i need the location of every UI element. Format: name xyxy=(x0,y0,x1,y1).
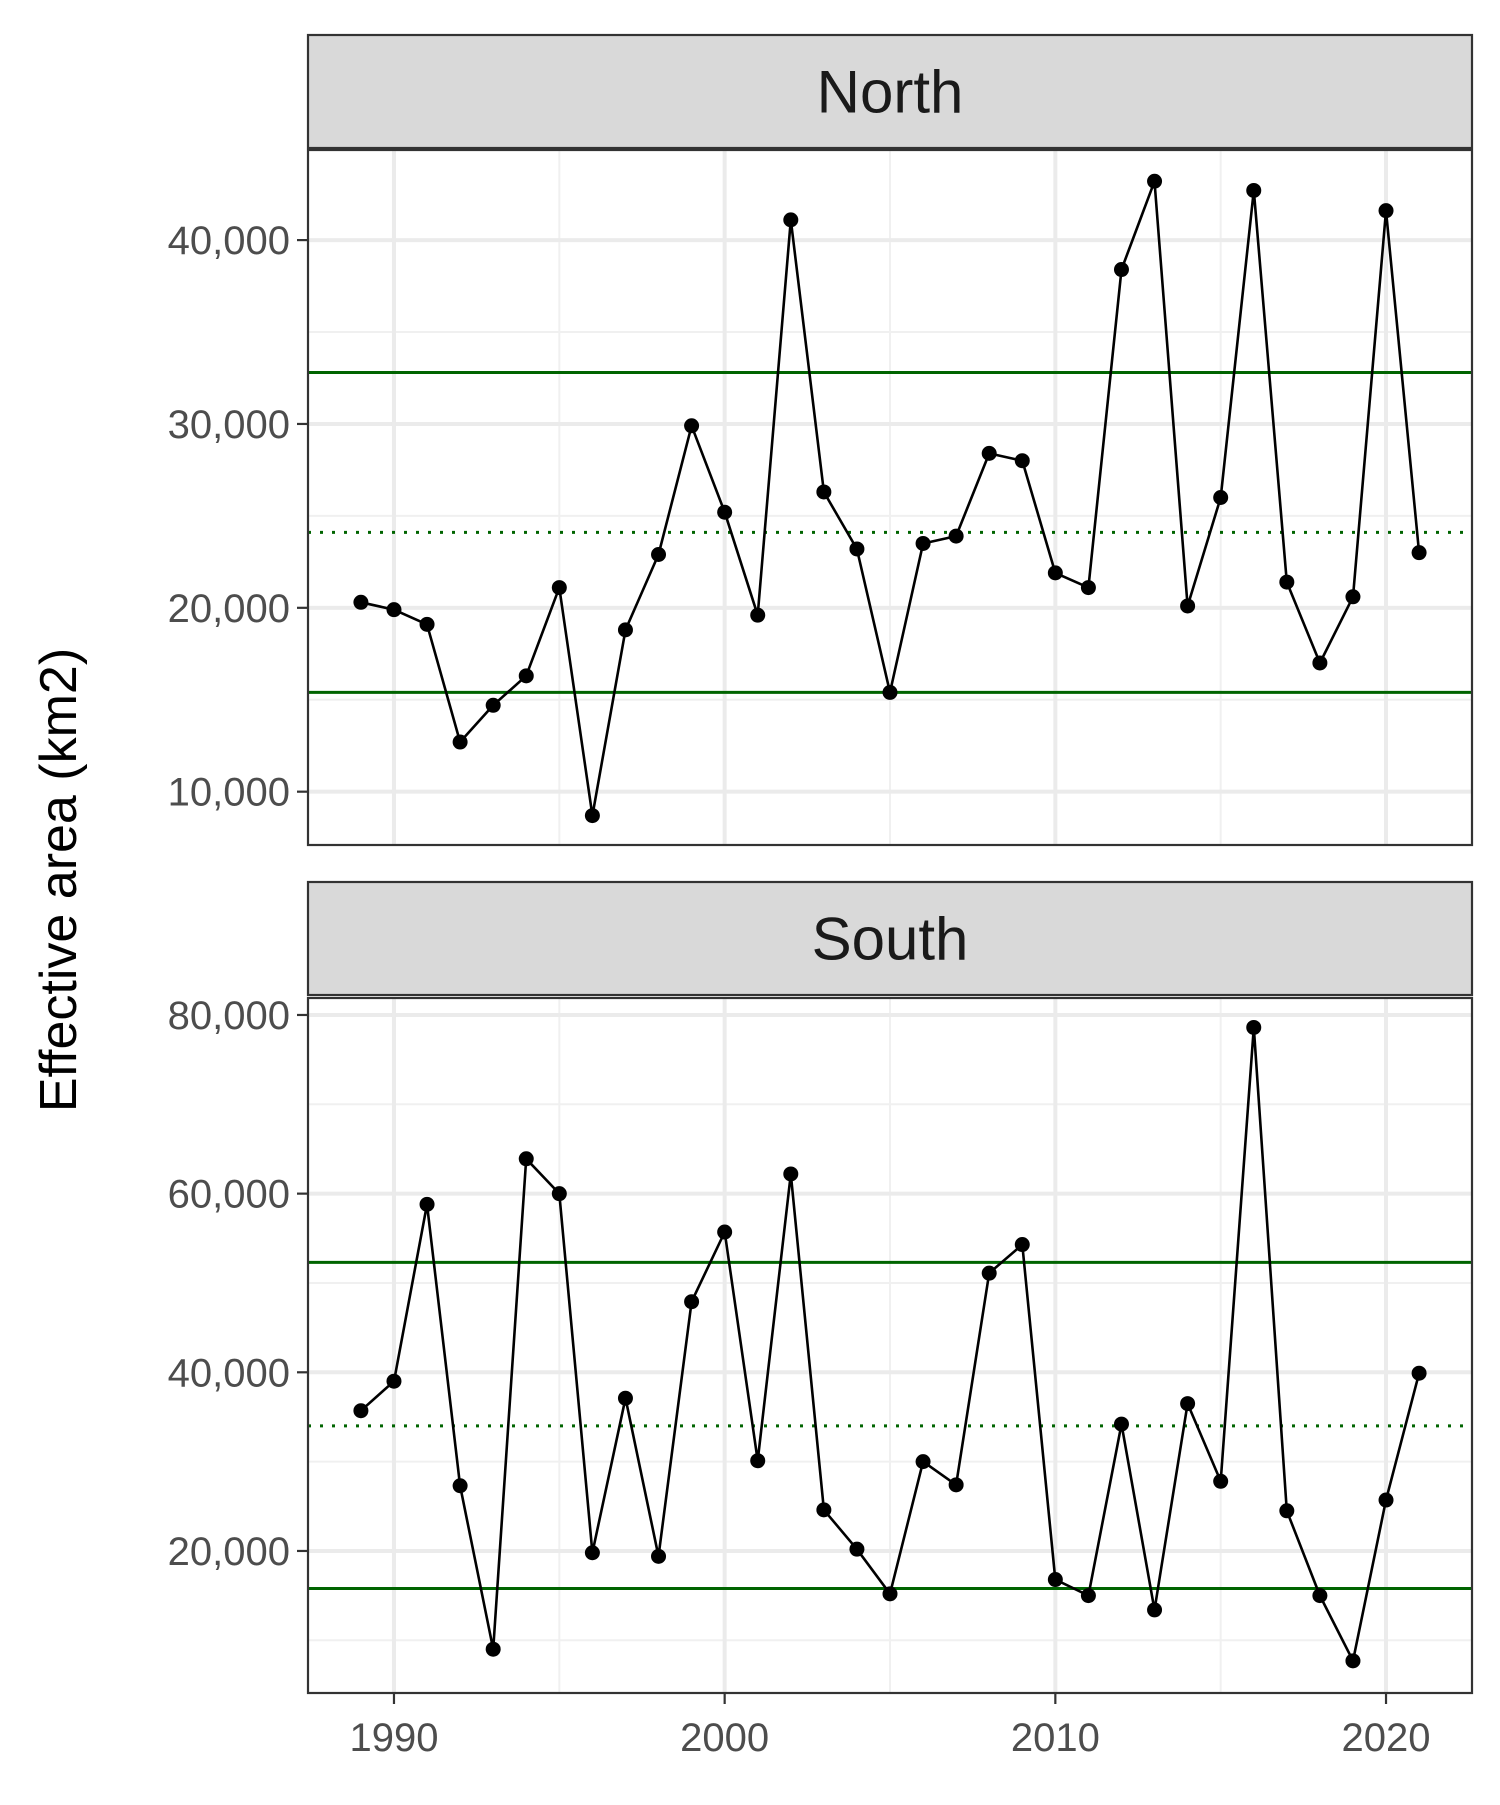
south-data-point xyxy=(651,1548,667,1564)
south-data-point xyxy=(1113,1416,1129,1432)
north-data-point xyxy=(386,602,402,618)
south-y-tick-label: 80,000 xyxy=(168,994,290,1038)
north-data-point xyxy=(1213,490,1229,505)
south-data-point xyxy=(1312,1588,1328,1604)
south-data-point xyxy=(1411,1365,1427,1381)
north-strip xyxy=(306,33,1474,150)
north-data-point xyxy=(1312,655,1328,671)
north-strip-label: North xyxy=(817,59,964,126)
south-data-point xyxy=(1180,1396,1196,1412)
south-data-point xyxy=(1213,1473,1229,1489)
north-data-point xyxy=(948,528,964,544)
north-data-point xyxy=(783,212,799,228)
south-data-point xyxy=(882,1586,898,1602)
north-y-tick-label: 40,000 xyxy=(168,219,290,263)
south-data-point xyxy=(485,1641,501,1657)
south-y-tick-label: 20,000 xyxy=(168,1530,290,1574)
north-data-point xyxy=(452,734,468,750)
north-data-point xyxy=(1378,203,1394,219)
south-data-point xyxy=(1147,1602,1163,1618)
north-data-point xyxy=(1180,598,1196,614)
north-data-point xyxy=(1113,262,1129,278)
north-data-point xyxy=(353,594,369,610)
north-y-tick-label: 10,000 xyxy=(168,771,290,815)
south-data-point xyxy=(1279,1503,1295,1519)
south-data-point xyxy=(617,1390,633,1406)
north-data-point xyxy=(1411,545,1427,561)
y-axis-title: Effective area (km2) xyxy=(30,648,88,1112)
south-data-point xyxy=(849,1541,865,1557)
x-tick-label: 2020 xyxy=(1342,1716,1431,1760)
north-data-point xyxy=(651,546,667,562)
south-data-point xyxy=(915,1454,931,1470)
north-y-tick-label: 30,000 xyxy=(168,403,290,447)
south-data-point xyxy=(981,1265,997,1281)
south-data-point xyxy=(1246,1019,1262,1035)
x-tick-label: 2010 xyxy=(1011,1716,1100,1760)
south-data-point xyxy=(1345,1653,1361,1669)
north-data-point xyxy=(750,607,766,623)
north-data-point xyxy=(816,484,832,500)
south-data-point xyxy=(518,1151,534,1167)
north-data-point xyxy=(849,541,865,557)
north-data-point xyxy=(1047,565,1063,581)
north-data-point xyxy=(1147,173,1163,189)
x-tick-label: 1990 xyxy=(349,1716,438,1760)
north-data-point xyxy=(1246,182,1262,198)
north-data-point xyxy=(485,697,501,713)
south-data-point xyxy=(452,1478,468,1494)
south-data-point xyxy=(419,1196,435,1212)
north-data-point xyxy=(684,418,700,434)
south-data-point xyxy=(353,1403,369,1419)
south-data-point xyxy=(717,1224,733,1240)
north-data-point xyxy=(717,504,733,520)
north-data-point xyxy=(419,616,435,632)
north-data-point xyxy=(1345,589,1361,605)
south-data-point xyxy=(1080,1588,1096,1604)
south-data-point xyxy=(783,1166,799,1182)
south-data-point xyxy=(750,1453,766,1469)
south-strip xyxy=(306,880,1474,997)
south-data-point xyxy=(1378,1492,1394,1508)
south-strip-label: South xyxy=(812,906,969,973)
north-data-point xyxy=(1080,580,1096,596)
north-data-point xyxy=(584,808,600,824)
south-panel-border xyxy=(306,996,1474,1695)
north-data-point xyxy=(882,684,898,700)
north-data-point xyxy=(551,580,567,596)
south-data-point xyxy=(386,1373,402,1389)
north-panel-border xyxy=(306,148,1474,847)
north-data-point xyxy=(915,535,931,551)
north-data-point xyxy=(518,668,534,684)
north-data-point xyxy=(981,445,997,461)
south-y-tick-label: 40,000 xyxy=(168,1351,290,1395)
north-data-point xyxy=(617,622,633,638)
south-data-point xyxy=(1014,1237,1030,1253)
south-data-point xyxy=(1047,1572,1063,1588)
south-y-tick-label: 60,000 xyxy=(168,1173,290,1217)
north-data-point xyxy=(1014,453,1030,469)
south-data-point xyxy=(684,1294,700,1310)
north-y-tick-label: 20,000 xyxy=(168,587,290,631)
south-data-point xyxy=(948,1477,964,1493)
south-data-point xyxy=(551,1186,567,1202)
x-tick-label: 2000 xyxy=(680,1716,769,1760)
south-data-point xyxy=(584,1545,600,1561)
south-data-point xyxy=(816,1502,832,1518)
north-data-point xyxy=(1279,574,1295,590)
